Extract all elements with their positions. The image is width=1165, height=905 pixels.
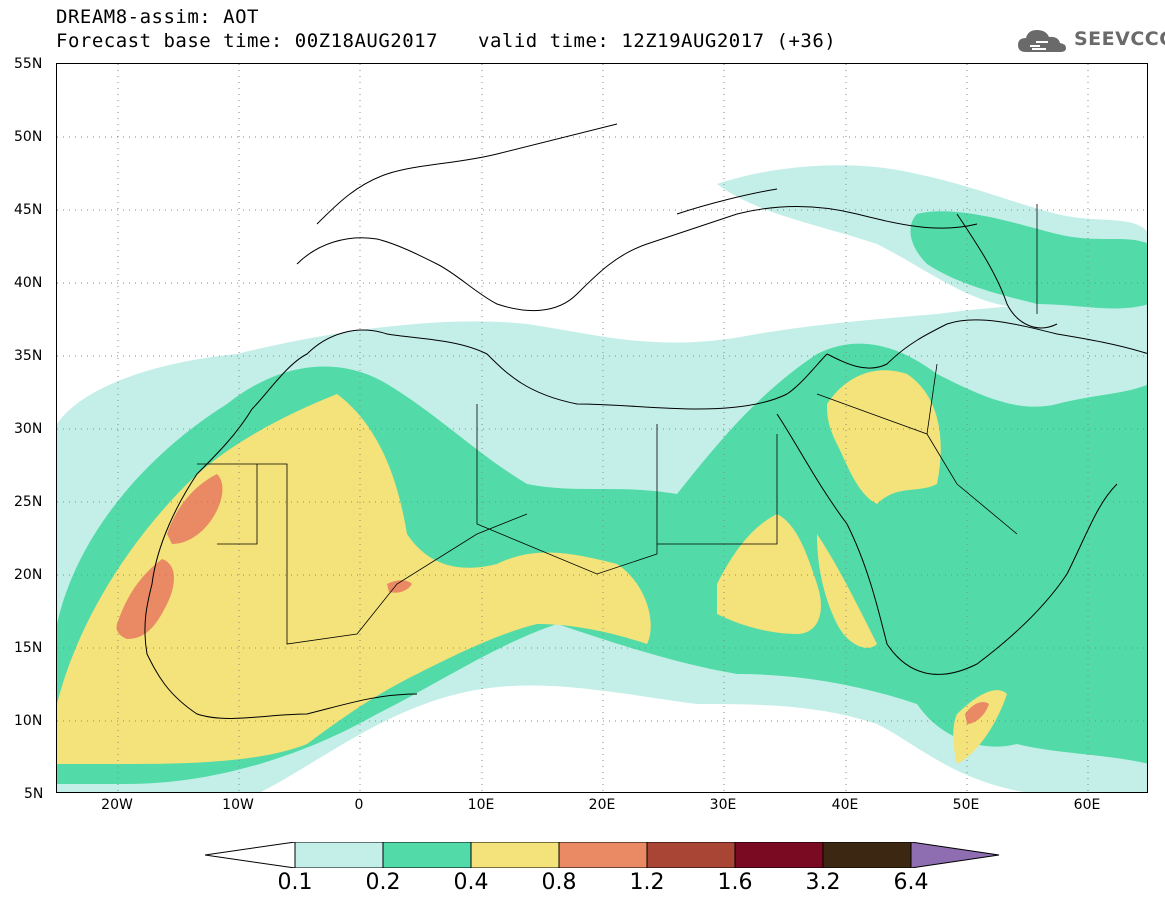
cloud-icon — [1018, 30, 1066, 52]
lat-label: 30N — [14, 421, 43, 437]
lon-label: 60E — [1073, 797, 1101, 813]
lon-label: 20E — [588, 797, 616, 813]
seevccc-logo: SEEVCCC — [1016, 26, 1165, 56]
colorbar-label: 0.4 — [453, 870, 489, 895]
lat-label: 25N — [14, 494, 43, 510]
lat-label: 15N — [14, 640, 43, 656]
aot-map — [56, 63, 1148, 793]
valid-time: valid time: 12Z19AUG2017 (+36) — [478, 30, 837, 52]
colorbar-swatch-above — [910, 841, 1000, 869]
graticule — [57, 64, 1147, 792]
lon-label: 50E — [952, 797, 980, 813]
lon-label: 20W — [101, 797, 133, 813]
lat-label: 20N — [14, 567, 43, 583]
lat-label: 5N — [24, 786, 44, 802]
forecast-time-line: Forecast base time: 00Z18AUG2017 valid ti… — [56, 30, 836, 52]
colorbar-label: 1.6 — [717, 870, 753, 895]
colorbar-swatch — [470, 841, 560, 869]
logo-text: SEEVCCC — [1074, 28, 1165, 50]
country-borders — [197, 204, 1038, 645]
lon-label: 40E — [831, 797, 859, 813]
lon-label: 30E — [709, 797, 737, 813]
lat-label: 40N — [14, 275, 43, 291]
lat-label: 50N — [14, 129, 43, 145]
lat-label: 10N — [14, 713, 43, 729]
colorbar-swatch — [558, 841, 648, 869]
colorbar-swatches — [204, 841, 1000, 869]
colorbar-swatch — [822, 841, 912, 869]
colorbar-label: 0.8 — [541, 870, 577, 895]
lat-label: 45N — [14, 202, 43, 218]
map-title: DREAM8-assim: AOT — [56, 6, 259, 28]
colorbar-label: 0.1 — [277, 870, 313, 895]
lon-label: 10W — [222, 797, 254, 813]
colorbar-label: 6.4 — [893, 870, 929, 895]
colorbar-swatch — [382, 841, 472, 869]
colorbar-swatch — [734, 841, 824, 869]
base-time: Forecast base time: 00Z18AUG2017 — [56, 30, 439, 52]
colorbar-swatch — [294, 841, 384, 869]
colorbar-swatch — [646, 841, 736, 869]
lat-label: 55N — [14, 56, 43, 72]
lon-label: 10E — [467, 797, 495, 813]
aot-band-0.8-1.2 — [116, 474, 989, 724]
colorbar-label: 1.2 — [629, 870, 665, 895]
colorbar-label: 0.2 — [365, 870, 401, 895]
coastlines — [144, 123, 1147, 719]
colorbar-label: 3.2 — [805, 870, 841, 895]
lon-label: 0 — [354, 797, 364, 813]
colorbar — [204, 841, 1000, 869]
lat-label: 35N — [14, 348, 43, 364]
colorbar-swatch-below — [204, 841, 296, 869]
aot-field — [57, 64, 1147, 792]
